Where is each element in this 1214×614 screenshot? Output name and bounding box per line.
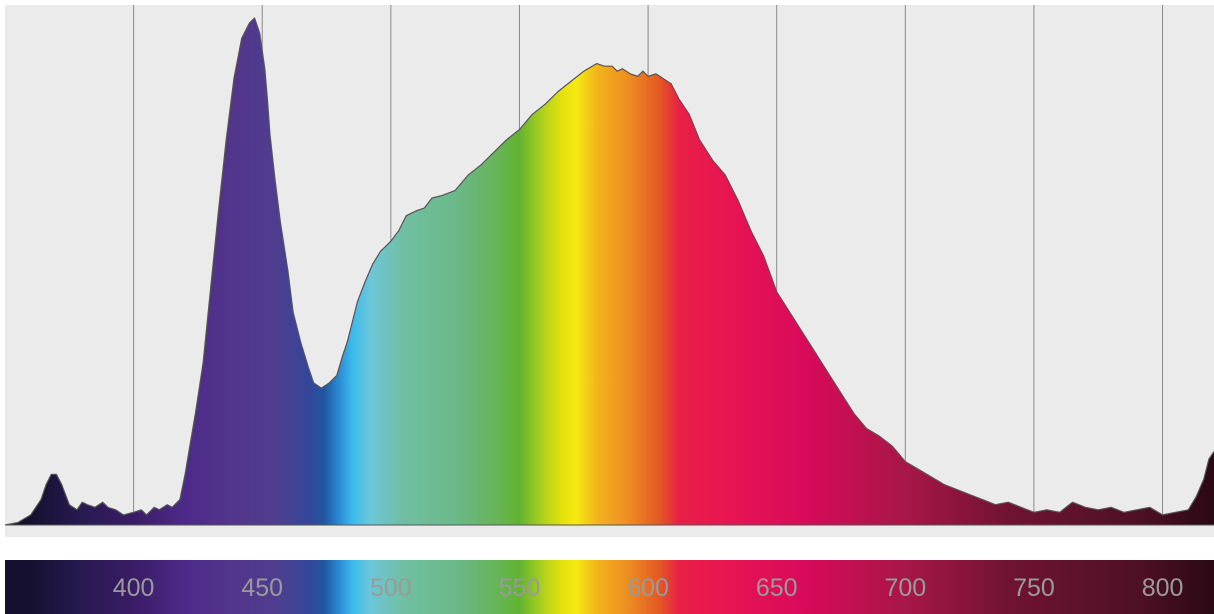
wavelength-color-band	[5, 560, 1214, 614]
tick-label-700: 700	[884, 574, 926, 602]
series-layer	[4, 17, 1214, 526]
spectrum-area	[5, 18, 1214, 525]
tick-labels: 400 450 500 550 600 650 700 750 800	[113, 574, 1184, 602]
spectrum-outline	[4, 17, 1214, 526]
plot-area	[4, 5, 1214, 537]
tick-label-600: 600	[627, 574, 669, 602]
tick-label-650: 650	[756, 574, 798, 602]
tick-label-800: 800	[1142, 574, 1184, 602]
tick-label-400: 400	[113, 574, 155, 602]
tick-label-750: 750	[1013, 574, 1055, 602]
tick-label-450: 450	[241, 574, 283, 602]
tick-label-550: 550	[499, 574, 541, 602]
wavelength-bar: 400 450 500 550 600 650 700 750 800	[5, 560, 1214, 614]
tick-label-500: 500	[370, 574, 412, 602]
